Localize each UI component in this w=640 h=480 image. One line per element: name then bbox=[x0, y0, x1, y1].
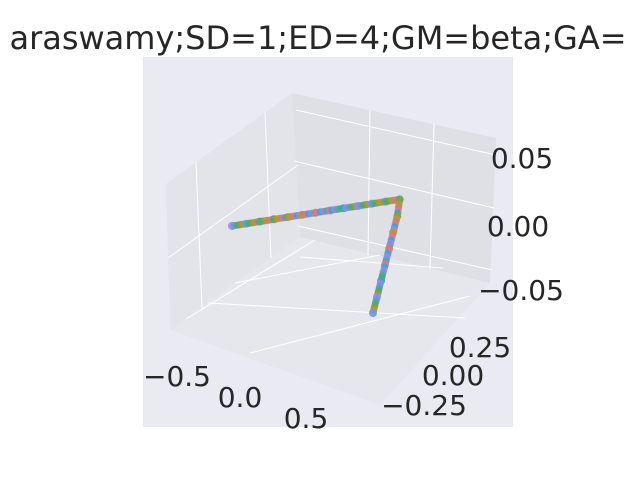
x-tick-label: 0.0 bbox=[218, 381, 263, 414]
grid-line bbox=[293, 160, 495, 209]
grid-line bbox=[249, 295, 471, 354]
z-tick-label: −0.05 bbox=[478, 274, 564, 307]
grid-line bbox=[167, 164, 299, 259]
z-tick-label: 0.00 bbox=[487, 210, 549, 243]
grid-line bbox=[367, 109, 371, 256]
grid-lines bbox=[167, 109, 497, 354]
y-tick-label: 0.00 bbox=[422, 359, 484, 392]
chart-title: araswamy;SD=1;ED=4;GM=beta;GA= bbox=[9, 19, 626, 57]
floor-pane bbox=[170, 237, 490, 405]
grid-line bbox=[295, 109, 497, 156]
grid-line bbox=[297, 225, 493, 271]
data-point bbox=[369, 309, 377, 317]
y-tick-label: 0.25 bbox=[449, 331, 511, 364]
back-pane bbox=[292, 93, 496, 283]
tick-labels: −0.50.00.5 −0.250.000.25−0.050.000.05 bbox=[143, 142, 564, 435]
grid-line bbox=[429, 123, 435, 270]
x-tick-label: −0.5 bbox=[143, 360, 211, 393]
grid-line bbox=[195, 161, 203, 309]
y-tick-label: −0.25 bbox=[381, 389, 467, 422]
x-tick-label: 0.5 bbox=[284, 402, 329, 435]
data-points bbox=[228, 195, 404, 317]
grid-line bbox=[234, 254, 381, 284]
grid-line bbox=[299, 256, 444, 269]
z-tick-label: 0.05 bbox=[491, 142, 553, 175]
grid-line bbox=[264, 111, 272, 259]
grid-line bbox=[207, 302, 466, 319]
